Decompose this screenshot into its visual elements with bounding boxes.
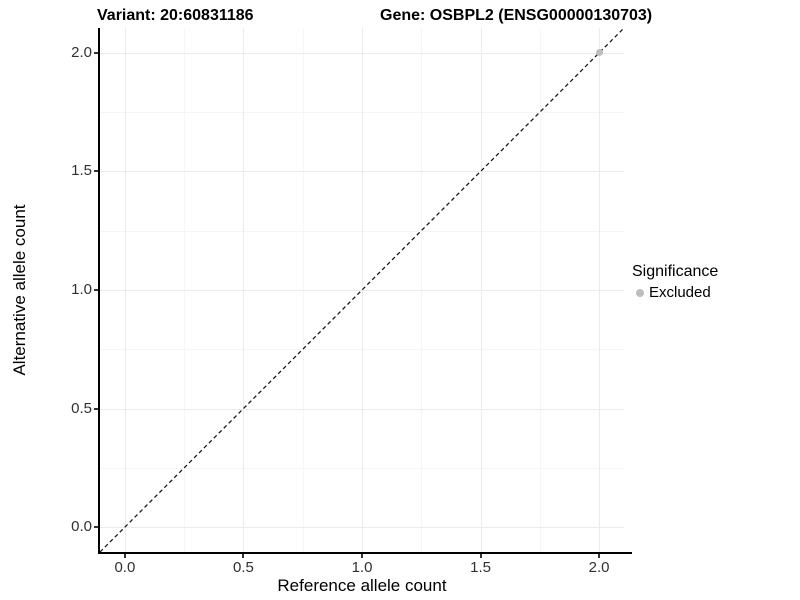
- x-tick-label: 2.0: [588, 559, 610, 576]
- y-tick-mark: [94, 170, 98, 173]
- y-tick-label: 1.0: [71, 281, 92, 298]
- x-axis-line: [98, 552, 632, 554]
- y-tick-label: 0.5: [71, 399, 92, 417]
- y-tick-mark: [94, 407, 98, 410]
- major-gridline-horizontal: [100, 171, 624, 173]
- x-tick-label: 1.0: [351, 559, 373, 576]
- x-tick-mark: [361, 554, 363, 558]
- gene-title: Gene: OSBPL2 (ENSG00000130703): [380, 7, 653, 24]
- x-tick-mark: [598, 554, 601, 558]
- data-point-excluded: [595, 49, 603, 57]
- legend-title: Significance: [632, 263, 719, 280]
- legend-item: Excluded: [636, 284, 718, 301]
- variant-title: Variant: 20:60831186: [97, 7, 254, 24]
- y-axis-line: [98, 28, 100, 554]
- major-gridline-horizontal: [100, 527, 624, 529]
- major-gridline-horizontal: [100, 52, 624, 54]
- identity-reference-line: [100, 28, 624, 552]
- x-axis-title: Reference allele count: [277, 576, 447, 595]
- x-tick-label: 1.5: [470, 559, 491, 576]
- major-gridline-horizontal: [100, 408, 624, 410]
- legend-item-label: Excluded: [649, 284, 711, 301]
- x-tick-label: 0.5: [233, 559, 254, 576]
- y-tick-label: 1.5: [71, 162, 92, 180]
- y-axis-title: Alternative allele count: [10, 204, 29, 376]
- y-tick-mark: [94, 526, 98, 529]
- x-tick-mark: [479, 554, 482, 558]
- legend-marker-dot: [636, 288, 644, 297]
- plot-panel: [100, 28, 624, 552]
- x-tick-mark: [242, 554, 245, 558]
- major-gridline-horizontal: [100, 290, 624, 291]
- y-tick-label: 0.0: [71, 518, 92, 536]
- x-tick-mark: [123, 554, 126, 558]
- legend: Significance Excluded: [632, 263, 718, 301]
- y-tick-label: 2.0: [71, 43, 92, 61]
- y-tick-mark: [94, 51, 98, 54]
- y-tick-mark: [94, 289, 98, 291]
- legend-items: Excluded: [632, 284, 718, 301]
- x-tick-label: 0.0: [114, 559, 136, 576]
